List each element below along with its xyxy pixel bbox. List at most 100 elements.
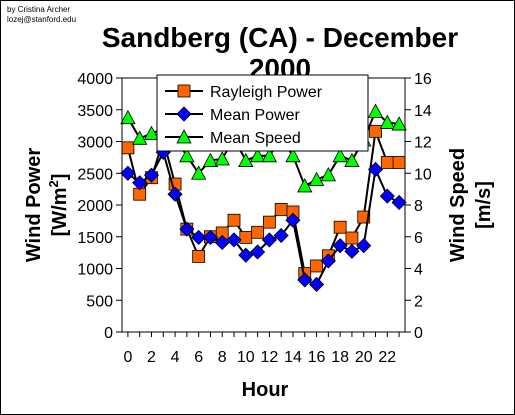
y-right-tick-label: 4 [414,262,423,279]
y-left-tick-label: 2000 [77,198,113,215]
y-axis-right-label-main: Wind Speed [447,148,469,262]
point-rayleigh-power-22 [380,156,394,169]
point-rayleigh-power-9 [227,213,241,227]
x-tick-label: 14 [284,349,302,366]
point-mean-power-20 [356,238,372,254]
point-mean-speed-1 [132,130,148,145]
y-right-tick-label: 8 [414,198,423,215]
legend-marker-mean-power [176,106,192,122]
point-rayleigh-power-23 [392,156,406,169]
x-tick-label: 18 [331,349,349,366]
point-mean-power-6 [191,229,207,245]
point-mean-speed-7 [202,152,219,167]
point-mean-speed-2 [143,125,160,140]
y-left-tick-label: 3500 [77,103,113,120]
y-left-tick-label: 1000 [77,262,113,279]
y-axis-left-unit-base: [W/m [49,188,71,237]
point-mean-power-17 [320,253,336,269]
author-credit: by Cristina Archer lozej@stanford.edu [7,5,76,25]
y-left-tick-label: 500 [86,293,113,310]
point-mean-power-2 [143,167,160,183]
point-mean-speed-19 [344,152,360,167]
y-left-tick-label: 4000 [77,71,113,88]
legend-marker-rayleigh-power [177,84,191,98]
point-mean-speed-14 [285,147,301,163]
x-tick-label: 4 [171,349,180,366]
y-right-tick-label: 0 [414,325,423,342]
point-mean-speed-10 [238,152,254,167]
point-mean-power-9 [226,232,242,248]
point-rayleigh-power-12 [262,215,276,229]
legend-item-rayleigh-power: Rayleigh Power [165,84,323,101]
axes-layer: 0500100015002000250030003500400002468101… [77,71,431,366]
point-mean-speed-11 [249,147,266,163]
y-left-tick-label: 2500 [77,166,113,183]
point-mean-speed-12 [261,147,278,163]
legend-item-mean-speed: Mean Speed [165,129,301,147]
y-axis-left-label-main: Wind Power [23,148,45,262]
point-mean-power-16 [308,276,325,292]
y-axis-right-label-unit: [m/s] [473,181,495,229]
y-right-tick-label: 6 [414,230,423,247]
point-mean-speed-6 [190,165,207,180]
series-mean-power [120,144,407,292]
x-tick-label: 0 [123,349,132,366]
point-mean-speed-22 [379,114,395,129]
legend-label-rayleigh-power: Rayleigh Power [210,84,323,101]
x-tick-label: 16 [308,349,326,366]
point-mean-power-1 [132,175,148,191]
point-mean-power-7 [202,229,219,245]
y-axis-left-unit-end: ] [49,174,71,181]
point-mean-power-11 [250,244,266,260]
y-right-tick-label: 12 [414,135,432,152]
point-mean-power-5 [179,221,195,237]
point-rayleigh-power-13 [274,203,288,216]
x-tick-label: 22 [378,349,396,366]
x-tick-label: 6 [194,349,203,366]
point-mean-speed-16 [308,171,325,187]
x-tick-label: 12 [260,349,278,366]
point-mean-speed-5 [179,147,195,163]
point-mean-power-15 [297,272,313,288]
x-tick-label: 2 [147,349,156,366]
point-mean-speed-17 [320,166,337,182]
point-mean-power-14 [285,212,301,228]
y-axis-left-label-unit: [W/m2] [46,174,71,237]
point-rayleigh-power-6 [192,250,206,263]
point-mean-speed-23 [391,116,407,131]
point-rayleigh-power-0 [121,141,135,155]
series-layer [120,103,407,292]
y-right-tick-label: 16 [414,71,432,88]
y-right-tick-label: 10 [414,166,432,183]
point-mean-speed-18 [332,147,348,163]
legend-item-mean-power: Mean Power [165,106,300,124]
point-mean-speed-0 [120,109,136,125]
point-mean-power-4 [167,186,183,202]
x-axis-label: Hour [242,379,289,401]
point-mean-power-12 [261,232,277,248]
x-tick-label: 10 [237,349,255,366]
point-mean-power-19 [344,243,360,259]
point-mean-speed-8 [214,151,230,166]
point-rayleigh-power-19 [345,231,359,245]
legend-marker-mean-speed [176,129,192,144]
y-left-tick-label: 3000 [77,135,113,152]
credit-author: by Cristina Archer [7,5,71,14]
y-axis-left-label: Wind Power [W/m2] [23,148,71,262]
point-mean-power-18 [332,238,348,254]
credit-email: lozej@stanford.edu [7,15,77,24]
point-mean-power-21 [367,161,384,178]
y-left-tick-label: 0 [104,325,113,342]
chart-title-line1: Sandberg (CA) - December [102,22,458,53]
y-axis-left-unit-sup: 2 [46,180,61,187]
point-mean-power-13 [273,227,289,244]
point-mean-speed-21 [367,103,384,118]
y-right-tick-label: 2 [414,293,423,310]
point-rayleigh-power-16 [310,259,323,273]
x-tick-label: 8 [218,349,227,366]
point-mean-power-0 [120,165,136,181]
legend-label-mean-power: Mean Power [210,107,300,124]
point-rayleigh-power-21 [369,124,382,138]
legend: Rayleigh Power Mean Power Mean Speed [156,74,369,152]
